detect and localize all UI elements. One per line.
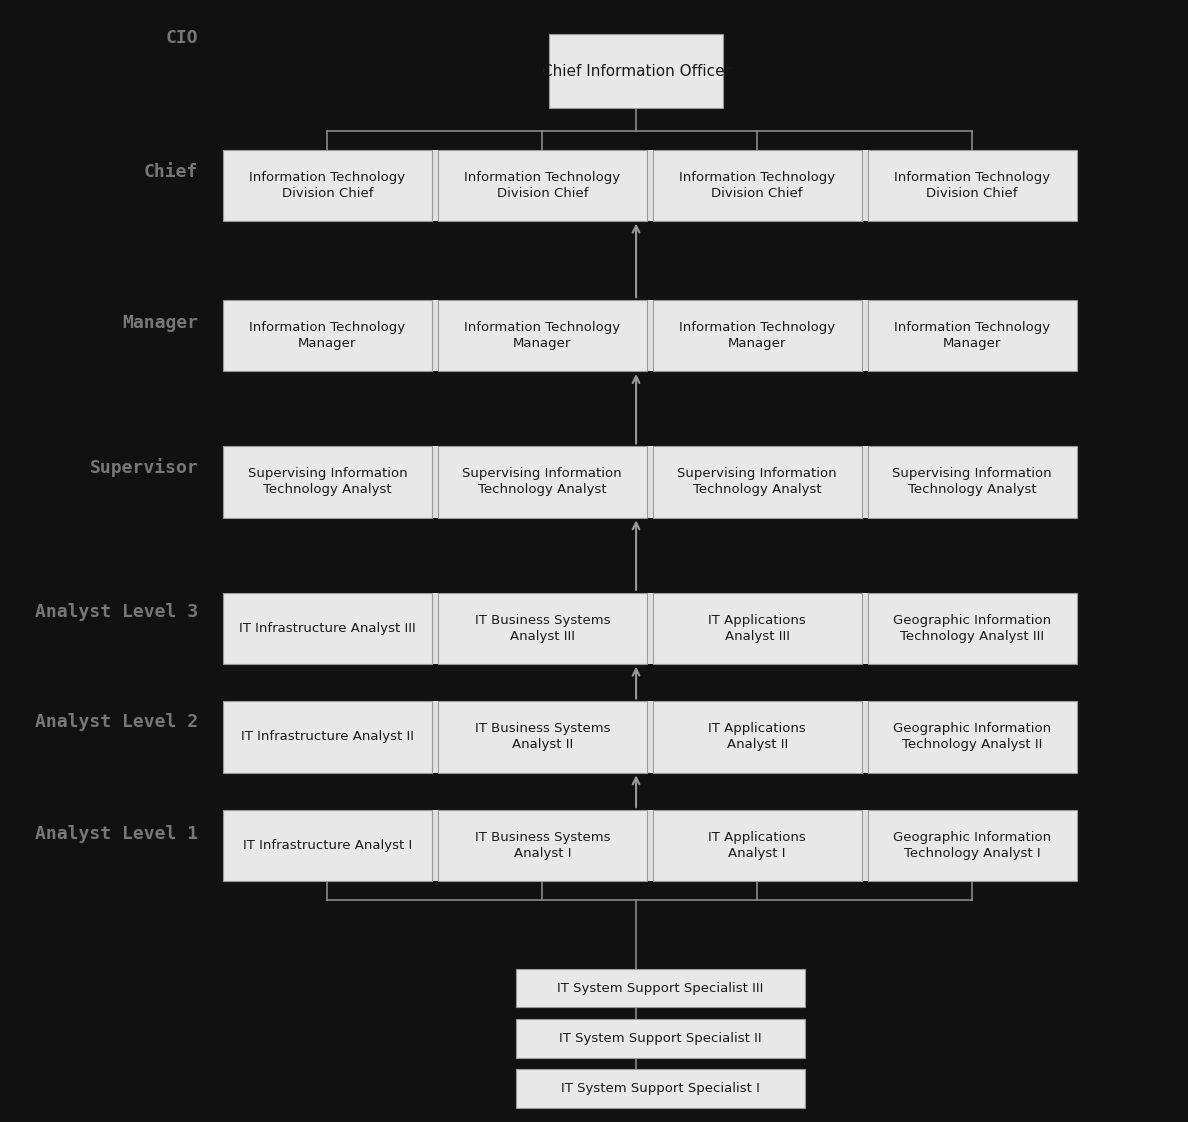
Bar xyxy=(549,35,723,108)
Bar xyxy=(437,149,646,221)
Text: Geographic Information
Technology Analyst I: Geographic Information Technology Analys… xyxy=(893,831,1051,861)
Bar xyxy=(223,149,432,221)
Bar xyxy=(223,447,1076,517)
Bar xyxy=(223,810,1076,881)
Text: IT System Support Specialist II: IT System Support Specialist II xyxy=(560,1032,762,1045)
Text: IT Business Systems
Analyst I: IT Business Systems Analyst I xyxy=(474,831,611,861)
Bar xyxy=(437,810,646,881)
Text: Supervising Information
Technology Analyst: Supervising Information Technology Analy… xyxy=(462,468,623,497)
Text: IT Applications
Analyst III: IT Applications Analyst III xyxy=(708,614,807,643)
Text: Supervisor: Supervisor xyxy=(90,458,198,477)
Text: CIO: CIO xyxy=(166,29,198,47)
Bar xyxy=(516,969,805,1008)
Text: Analyst Level 3: Analyst Level 3 xyxy=(36,603,198,620)
Text: IT System Support Specialist I: IT System Support Specialist I xyxy=(561,1082,760,1095)
Text: IT Applications
Analyst I: IT Applications Analyst I xyxy=(708,831,807,861)
Bar xyxy=(652,701,861,773)
Text: IT Infrastructure Analyst III: IT Infrastructure Analyst III xyxy=(239,622,416,635)
Bar xyxy=(223,592,432,664)
Bar xyxy=(652,301,861,371)
Bar xyxy=(516,1069,805,1107)
Bar xyxy=(223,701,1076,773)
Bar xyxy=(867,447,1076,517)
Bar xyxy=(652,592,861,664)
Bar xyxy=(867,592,1076,664)
Bar xyxy=(867,301,1076,371)
Text: IT System Support Specialist III: IT System Support Specialist III xyxy=(557,982,764,995)
Text: Supervising Information
Technology Analyst: Supervising Information Technology Analy… xyxy=(677,468,838,497)
Text: Supervising Information
Technology Analyst: Supervising Information Technology Analy… xyxy=(892,468,1051,497)
Text: Information Technology
Manager: Information Technology Manager xyxy=(680,321,835,350)
Bar xyxy=(652,810,861,881)
Bar xyxy=(437,701,646,773)
Bar xyxy=(867,810,1076,881)
Text: Information Technology
Division Chief: Information Technology Division Chief xyxy=(249,171,405,200)
Bar xyxy=(867,701,1076,773)
Text: Geographic Information
Technology Analyst III: Geographic Information Technology Analys… xyxy=(893,614,1051,643)
Bar xyxy=(223,301,432,371)
Text: Manager: Manager xyxy=(122,314,198,332)
Text: Supervising Information
Technology Analyst: Supervising Information Technology Analy… xyxy=(247,468,407,497)
Bar xyxy=(223,810,432,881)
Bar xyxy=(437,447,646,517)
Bar xyxy=(652,447,861,517)
Bar xyxy=(223,701,432,773)
Text: Information Technology
Manager: Information Technology Manager xyxy=(895,321,1050,350)
Text: Chief Information Officer: Chief Information Officer xyxy=(542,64,731,79)
Bar xyxy=(516,1019,805,1058)
Text: IT Business Systems
Analyst III: IT Business Systems Analyst III xyxy=(474,614,611,643)
Bar xyxy=(223,592,1076,664)
Text: Chief: Chief xyxy=(144,163,198,182)
Text: IT Applications
Analyst II: IT Applications Analyst II xyxy=(708,723,807,752)
Text: Information Technology
Division Chief: Information Technology Division Chief xyxy=(680,171,835,200)
Text: Information Technology
Manager: Information Technology Manager xyxy=(465,321,620,350)
Text: IT Infrastructure Analyst II: IT Infrastructure Analyst II xyxy=(241,730,413,744)
Text: Information Technology
Division Chief: Information Technology Division Chief xyxy=(465,171,620,200)
Bar xyxy=(652,149,861,221)
Text: IT Infrastructure Analyst I: IT Infrastructure Analyst I xyxy=(242,839,412,853)
Text: Information Technology
Division Chief: Information Technology Division Chief xyxy=(895,171,1050,200)
Text: Geographic Information
Technology Analyst II: Geographic Information Technology Analys… xyxy=(893,723,1051,752)
Text: IT Business Systems
Analyst II: IT Business Systems Analyst II xyxy=(474,723,611,752)
Text: Analyst Level 2: Analyst Level 2 xyxy=(36,714,198,732)
Bar xyxy=(223,301,1076,371)
Bar xyxy=(223,447,432,517)
Text: Analyst Level 1: Analyst Level 1 xyxy=(36,825,198,843)
Bar xyxy=(223,149,1076,221)
Bar xyxy=(437,301,646,371)
Text: Information Technology
Manager: Information Technology Manager xyxy=(249,321,405,350)
Bar xyxy=(867,149,1076,221)
Bar xyxy=(437,592,646,664)
